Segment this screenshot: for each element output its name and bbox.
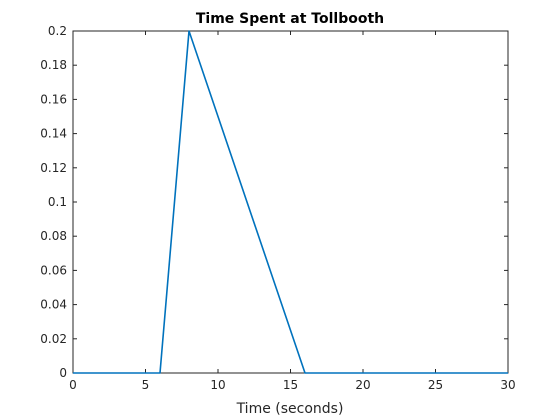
y-tick-label: 0.02 — [40, 332, 67, 346]
x-tick-label: 10 — [210, 378, 225, 392]
y-tick-label: 0.08 — [40, 229, 67, 243]
chart-title: Time Spent at Tollbooth — [196, 11, 384, 27]
y-tick-label: 0.04 — [40, 298, 67, 312]
y-tick-label: 0.16 — [40, 92, 67, 106]
x-tick-label: 20 — [355, 378, 370, 392]
x-axis-label: Time (seconds) — [236, 401, 344, 417]
y-tick-label: 0.12 — [40, 161, 67, 175]
y-tick-label: 0.14 — [40, 127, 67, 141]
y-tick-label: 0.2 — [48, 24, 67, 38]
series-line — [73, 30, 508, 374]
axis-ticks — [72, 30, 509, 374]
axis-tick-labels: 0 5 10 15 20 25 30 0 0.02 0.04 0.06 0.08 0.1 0.12 0.14… — [40, 24, 515, 392]
x-tick-label: 5 — [142, 378, 150, 392]
x-tick-label: 15 — [283, 378, 298, 392]
x-tick-label: 30 — [500, 378, 515, 392]
axes-box — [72, 30, 509, 374]
x-tick-label: 25 — [428, 378, 443, 392]
series-group — [73, 30, 508, 374]
y-tick-label: 0.18 — [40, 58, 67, 72]
y-tick-label: 0.06 — [40, 263, 67, 277]
y-tick-label: 0 — [59, 366, 67, 380]
y-tick-label: 0.1 — [48, 195, 67, 209]
x-tick-label: 0 — [69, 378, 77, 392]
